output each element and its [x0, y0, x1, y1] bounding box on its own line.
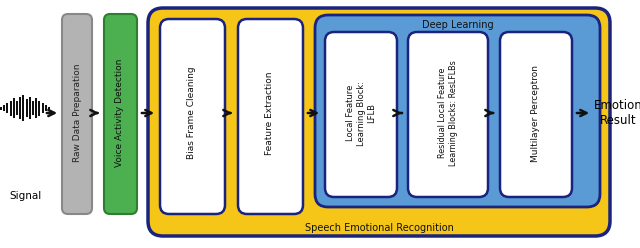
Text: Bias Frame Cleaning: Bias Frame Cleaning	[188, 67, 196, 159]
Text: Multilayer Perceptron: Multilayer Perceptron	[531, 64, 541, 161]
Text: Feature Extraction: Feature Extraction	[266, 71, 275, 155]
Bar	[16, 101, 18, 115]
Text: Emotion
Result: Emotion Result	[594, 99, 640, 127]
Text: Speech Emotional Recognition: Speech Emotional Recognition	[305, 223, 453, 233]
Bar	[35, 98, 37, 118]
Bar	[13, 98, 15, 118]
Bar	[19, 97, 21, 119]
Bar	[45, 105, 47, 111]
FancyBboxPatch shape	[62, 14, 92, 214]
FancyBboxPatch shape	[160, 19, 225, 214]
FancyBboxPatch shape	[104, 14, 137, 214]
Bar	[3, 105, 5, 111]
Bar	[32, 101, 34, 115]
Bar	[0, 106, 2, 110]
Bar	[42, 103, 44, 113]
FancyBboxPatch shape	[148, 8, 610, 236]
Bar	[10, 100, 12, 116]
Bar	[26, 99, 28, 117]
Text: Signal: Signal	[9, 191, 41, 201]
Bar	[38, 100, 40, 116]
Text: Residual Local Feature
Learning Blocks: ResLFLBs: Residual Local Feature Learning Blocks: …	[438, 60, 458, 166]
Bar	[48, 106, 50, 110]
FancyBboxPatch shape	[325, 32, 397, 197]
Text: Raw Data Preparation: Raw Data Preparation	[72, 64, 81, 162]
Text: Voice Activity Detection: Voice Activity Detection	[115, 59, 125, 167]
Text: Deep Learning: Deep Learning	[422, 20, 493, 30]
FancyBboxPatch shape	[238, 19, 303, 214]
FancyBboxPatch shape	[408, 32, 488, 197]
Bar	[29, 97, 31, 119]
Bar	[22, 95, 24, 121]
FancyBboxPatch shape	[315, 15, 600, 207]
FancyBboxPatch shape	[500, 32, 572, 197]
Text: Local Feature
Learning Block:
LFLB: Local Feature Learning Block: LFLB	[346, 81, 376, 146]
Bar	[6, 103, 8, 113]
